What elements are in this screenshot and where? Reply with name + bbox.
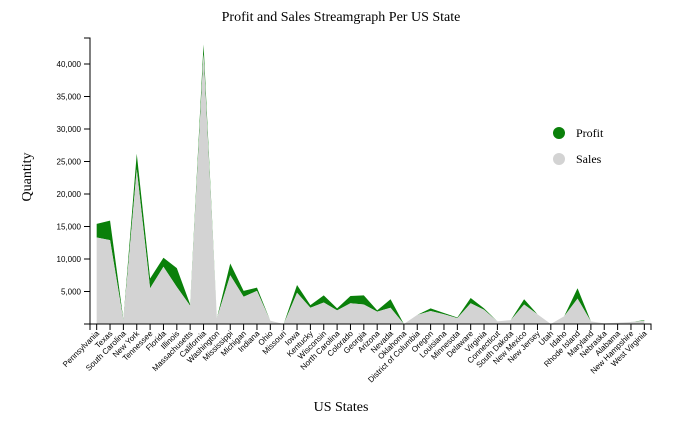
legend-swatch-sales (553, 153, 565, 165)
y-axis-label: Quantity (20, 153, 35, 202)
y-tick-label: 35,000 (57, 93, 82, 102)
y-tick-label: 30,000 (57, 125, 82, 134)
y-tick-label: 40,000 (57, 60, 82, 69)
x-axis-line (89, 323, 652, 330)
y-tick-label: 15,000 (57, 223, 82, 232)
y-tick-label: 10,000 (57, 255, 82, 264)
legend-label-sales: Sales (576, 152, 602, 166)
y-axis: 5,000 10,000 15,000 20,000 25,000 30,000 35,00… (57, 37, 91, 325)
legend: Profit Sales (553, 126, 604, 166)
legend-label-profit: Profit (576, 126, 604, 140)
series-area-sales (96, 54, 645, 324)
y-axis-line (84, 37, 91, 325)
x-axis-label: US States (314, 400, 369, 415)
y-tick-label: 5,000 (61, 288, 82, 297)
y-tick-label: 25,000 (57, 158, 82, 167)
series-area-profit (96, 44, 645, 324)
chart-title: Profit and Sales Streamgraph Per US Stat… (222, 10, 461, 25)
area-layers (96, 44, 645, 324)
legend-swatch-profit (553, 127, 565, 139)
y-tick-label: 20,000 (57, 190, 82, 199)
